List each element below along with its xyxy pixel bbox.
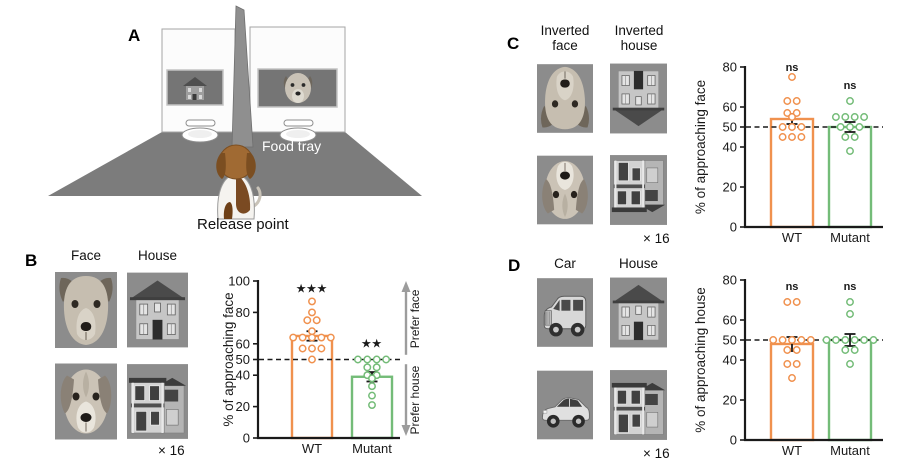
panel-b-col1-header: Face [70,248,101,263]
x-label-mutant: Mutant [830,230,870,245]
svg-text:60: 60 [723,100,737,115]
panel-a-setup-diagram [48,5,422,220]
svg-text:40: 40 [723,140,737,155]
x-label-wt: WT [782,230,802,245]
prefer-house-label: Prefer house [408,365,422,434]
food-tray-label: Food tray [262,138,322,154]
significance-wt: ★★★ [296,283,327,295]
y-axis-title: % of approaching house [693,287,708,433]
data-points-wt [289,297,335,364]
panel-b-col2-header: House [137,248,178,263]
stimulus-inverted-house-2 [610,152,667,228]
panel-d-multiplier: × 16 [643,446,670,461]
significance-mutant: ns [844,80,857,92]
chart-c-approach-face-inverted: 0 20 40 50 60 80 ns WT ns Mutant % of approaching … [690,25,907,250]
significance-mutant: ★★ [362,338,383,350]
right-food-tray [279,119,317,143]
stimulus-house-1 [127,272,188,348]
stimulus-inverted-house-1 [610,60,667,137]
svg-text:50: 50 [723,333,737,348]
panel-d-label: D [508,256,521,275]
divider-wall [231,5,254,148]
chart-svg-C: 0 20 40 50 60 80 ns WT ns Mutant % of approaching … [693,60,883,245]
panel-b-multiplier: × 16 [158,443,185,458]
left-food-tray [181,119,219,143]
panel-c-col1-header: Inverted face [540,23,590,53]
svg-text:0: 0 [243,431,250,446]
svg-text:100: 100 [228,274,250,289]
panel-c-label: C [507,34,520,53]
svg-text:50: 50 [723,120,737,135]
x-label-mutant: Mutant [352,441,392,456]
bar-mutant [827,125,873,229]
stimulus-car-2 [537,368,593,442]
significance-wt: ns [786,62,799,74]
panel-c-multiplier: × 16 [643,231,670,246]
x-label-mutant: Mutant [830,443,870,458]
svg-text:0: 0 [730,220,737,235]
svg-text:20: 20 [723,393,737,408]
svg-text:60: 60 [236,336,250,351]
bar-wt [769,342,815,442]
data-points-mutant [353,355,391,409]
x-label-wt: WT [302,441,322,456]
screen-house-icon [183,77,207,100]
svg-text:20: 20 [723,180,737,195]
svg-text:0: 0 [730,433,737,448]
x-label-wt: WT [782,443,802,458]
svg-text:60: 60 [723,313,737,328]
panel-b-label: B [25,251,38,270]
preference-annotation: Prefer face Prefer house [401,281,422,436]
panel-a-label: A [128,26,141,45]
panel-d-col2-header: House [618,256,659,271]
prefer-face-label: Prefer face [408,289,422,348]
stimulus-face-1 [55,272,117,348]
screen-dog-face-icon [283,73,313,103]
svg-text:80: 80 [723,60,737,75]
stimulus-inverted-face-2 [537,152,593,228]
bar-mutant [827,338,873,442]
y-axis-title: % of approaching face [693,80,708,214]
svg-text:50: 50 [236,352,250,367]
svg-text:80: 80 [236,305,250,320]
y-axis-title: % of approaching face [221,292,236,426]
stimulus-house-1b [610,277,667,348]
stimulus-house-2 [127,363,188,440]
significance-wt: ns [786,281,799,293]
svg-text:20: 20 [236,399,250,414]
chart-b-approach-face: 0 20 40 50 60 80 100 ★★★ WT ★★ Mutant % of approach… [220,256,465,470]
data-points-mutant [822,298,878,368]
svg-text:40: 40 [723,353,737,368]
stimulus-face-2 [55,363,117,440]
data-points-wt [769,298,815,382]
chart-d-approach-house: 0 20 40 50 60 80 ns WT ns Mutant % of approaching … [690,253,907,475]
error-bar-mutant [844,333,856,347]
significance-mutant: ns [844,281,857,293]
data-points-mutant [831,97,869,155]
stimulus-inverted-face-1 [537,60,593,137]
panel-d-col1-header: Car [554,256,576,271]
release-point-label: Release point [197,216,289,233]
svg-text:80: 80 [723,273,737,288]
chart-svg-D: 0 20 40 50 60 80 ns WT ns Mutant % of approaching … [693,273,883,458]
svg-text:40: 40 [236,368,250,383]
panel-c-col2-header: Inverted house [614,23,664,53]
dog [216,144,262,220]
stimulus-car-1 [537,277,593,348]
data-points-wt [778,73,806,141]
stimulus-house-2b [610,368,667,442]
